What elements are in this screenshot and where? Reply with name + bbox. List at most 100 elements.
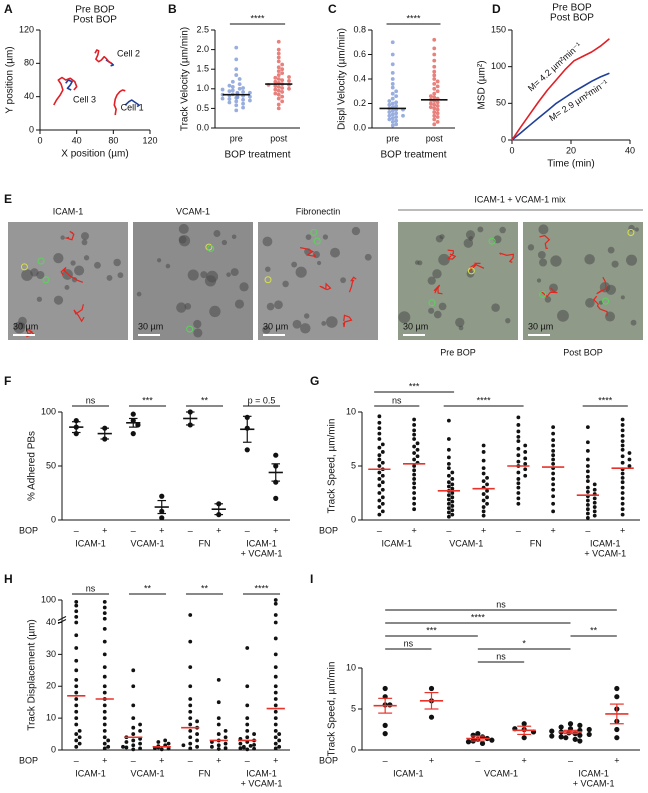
y-tick-label: 20 xyxy=(46,681,56,691)
data-point xyxy=(446,437,451,441)
data-point xyxy=(481,509,486,514)
significance-label: ** xyxy=(201,583,209,593)
y-tick-label: 0 xyxy=(29,124,34,134)
data-point xyxy=(280,90,285,94)
data-point xyxy=(102,690,107,695)
data-point xyxy=(380,487,385,492)
x-tick-label: + xyxy=(481,525,486,535)
cell-blob xyxy=(428,307,435,314)
line xyxy=(53,49,126,116)
data-point xyxy=(412,468,417,473)
group-label: ICAM-1 xyxy=(246,538,277,548)
data-point xyxy=(479,740,486,747)
cell-blob xyxy=(544,296,552,303)
data-point xyxy=(415,447,420,452)
x-tick-label: 120 xyxy=(142,135,157,145)
data-point xyxy=(188,703,193,708)
data-point xyxy=(273,598,278,602)
group-label: ICAM-1 xyxy=(75,538,106,548)
panel-label: C xyxy=(328,2,337,16)
group-label: + VCAM-1 xyxy=(241,548,283,558)
cell-blob xyxy=(527,244,535,251)
cell-blob xyxy=(94,261,101,269)
data-point xyxy=(220,87,225,92)
panel-label: H xyxy=(4,572,13,586)
significance-label: ** xyxy=(590,625,598,635)
data-point xyxy=(627,464,632,468)
group-label: ICAM-1 xyxy=(381,538,412,548)
y-tick-label: 80 xyxy=(24,58,34,68)
data-point xyxy=(620,443,625,448)
cell-blob xyxy=(607,246,615,254)
data-point xyxy=(577,738,583,744)
cell-blob xyxy=(21,269,33,281)
data-point xyxy=(74,646,79,650)
data-point xyxy=(551,461,556,466)
x-axis-label: X position (µm) xyxy=(61,149,128,160)
cell-blob xyxy=(36,296,43,302)
data-point xyxy=(195,744,199,749)
significance-label: ** xyxy=(144,583,152,593)
data-point xyxy=(195,719,199,724)
group-label: ICAM-1 xyxy=(578,768,609,778)
data-point xyxy=(377,505,382,509)
data-point xyxy=(516,496,521,501)
data-point xyxy=(432,69,437,74)
data-point xyxy=(435,119,440,124)
cell-marker xyxy=(207,245,215,253)
data-point xyxy=(121,744,125,749)
y-tick-label: 10 xyxy=(346,662,356,672)
data-point xyxy=(394,100,399,105)
cell-blob xyxy=(491,303,500,312)
cell-blob xyxy=(585,298,595,308)
data-point xyxy=(131,743,136,748)
data-point xyxy=(159,747,164,752)
data-point xyxy=(245,747,250,752)
cell-blob xyxy=(398,311,411,324)
y-tick-label: 0.2 xyxy=(353,98,366,108)
data-point xyxy=(276,73,281,77)
x-tick-label: – xyxy=(188,525,193,535)
data-point xyxy=(380,442,385,447)
data-point xyxy=(450,504,455,508)
data-point xyxy=(516,429,521,434)
y-tick-label: 0.0 xyxy=(353,122,366,132)
data-point xyxy=(273,674,278,679)
data-point xyxy=(377,477,382,481)
data-point xyxy=(450,482,455,487)
cell-blob xyxy=(584,254,595,265)
data-point xyxy=(102,626,107,631)
image-title: Fibronectin xyxy=(296,206,341,216)
data-point xyxy=(276,96,281,101)
data-point xyxy=(620,439,625,444)
data-point xyxy=(238,741,243,746)
data-point xyxy=(102,616,107,621)
row-label: BOP xyxy=(19,525,38,535)
scale-bar-label: 30 µm xyxy=(528,321,553,331)
data-point xyxy=(390,116,395,121)
x-tick-label: – xyxy=(245,525,250,535)
data-point xyxy=(412,444,417,449)
data-point xyxy=(216,677,221,682)
data-point xyxy=(435,84,440,89)
x-axis-label: Time (min) xyxy=(547,159,594,170)
significance-label: ** xyxy=(201,395,209,405)
cell-blob xyxy=(231,234,237,240)
group-label: FN xyxy=(199,538,211,548)
significance-label: ns xyxy=(86,583,96,593)
cell-blob xyxy=(536,278,542,283)
cell-blob xyxy=(165,263,171,269)
data-point xyxy=(223,728,228,733)
data-point xyxy=(521,721,527,727)
data-point xyxy=(74,599,79,604)
data-point xyxy=(377,420,382,425)
data-point xyxy=(131,703,136,708)
annotation: M= 2.9 µm²min⁻¹ xyxy=(547,78,610,124)
data-point xyxy=(432,52,437,57)
data-point xyxy=(276,65,281,70)
cell-blob xyxy=(455,317,465,328)
cell-blob xyxy=(262,236,273,247)
data-point xyxy=(276,84,281,89)
data-point xyxy=(188,735,193,740)
data-point xyxy=(412,451,417,455)
